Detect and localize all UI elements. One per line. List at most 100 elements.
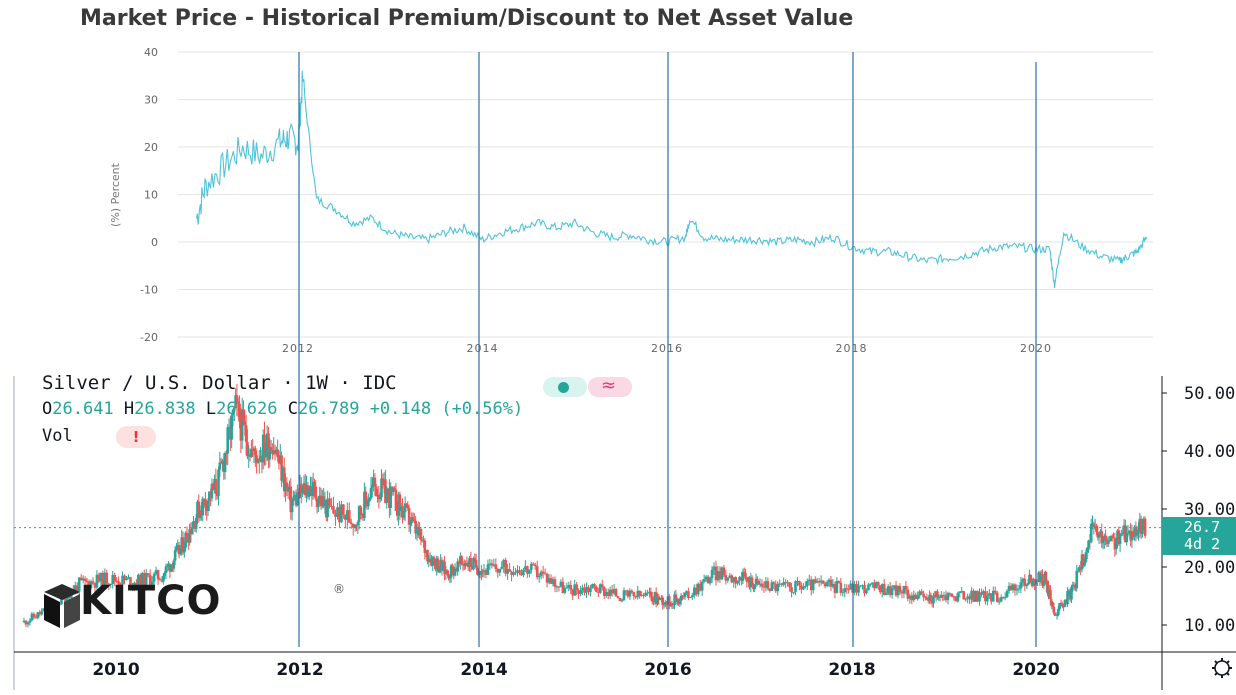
candle-body xyxy=(1067,590,1071,592)
candle-body xyxy=(567,585,571,588)
candle-body xyxy=(256,458,260,464)
candle-body xyxy=(298,484,302,498)
candle-body xyxy=(473,558,477,560)
candle-body xyxy=(1137,529,1140,533)
candle-body xyxy=(189,529,193,535)
candle-body xyxy=(219,462,223,464)
candle-body xyxy=(1015,589,1019,591)
candle-body xyxy=(324,499,328,518)
candle-body xyxy=(658,598,662,601)
premium-y-axis-label: (%) Percent xyxy=(109,162,122,227)
candle-body xyxy=(599,584,602,593)
candle-body xyxy=(418,529,421,536)
candle-body xyxy=(768,588,772,591)
candle-body xyxy=(204,498,207,507)
candle-body xyxy=(232,408,236,410)
volume-label[interactable]: Vol xyxy=(42,426,73,446)
candle-body xyxy=(984,591,987,602)
candle-body xyxy=(280,455,283,481)
candle-body xyxy=(1072,584,1076,587)
candle-body xyxy=(1114,543,1118,550)
candle-body xyxy=(1080,554,1084,570)
candle-body xyxy=(211,483,215,490)
gear-tooth xyxy=(1226,660,1230,664)
candle-body xyxy=(937,596,941,598)
candle-body xyxy=(749,577,753,588)
candle-body xyxy=(776,583,780,592)
candle-body xyxy=(105,572,109,584)
candle-body xyxy=(183,547,186,553)
candle-body xyxy=(724,575,728,581)
candle-body xyxy=(158,579,162,581)
candle-body xyxy=(1125,533,1128,543)
candle-body xyxy=(1026,583,1030,585)
candle-body xyxy=(1005,590,1009,598)
candle-body xyxy=(83,578,87,582)
candle-body xyxy=(85,581,89,583)
candle-body xyxy=(726,577,730,581)
candle-body xyxy=(91,581,95,584)
candle-body xyxy=(230,415,233,440)
candle-body xyxy=(1129,530,1132,541)
candle-body xyxy=(745,578,749,582)
candle-body xyxy=(504,559,507,574)
candle-body xyxy=(988,593,991,596)
candle-body xyxy=(790,587,793,593)
candle-body xyxy=(1097,533,1101,538)
candle-body xyxy=(1066,590,1069,605)
symbol-title[interactable]: Silver / U.S. Dollar · 1W · IDC xyxy=(42,372,397,394)
candle-body xyxy=(506,569,509,574)
candle-body xyxy=(109,583,113,585)
candle-body xyxy=(236,402,240,404)
candle-body xyxy=(227,427,231,429)
candle-body xyxy=(428,558,432,562)
candle-body xyxy=(853,583,856,593)
candle-body xyxy=(66,596,69,602)
candle-body xyxy=(678,600,682,604)
candle-body xyxy=(392,488,395,492)
candle-body xyxy=(424,549,428,553)
candle-body xyxy=(569,585,573,590)
candle-body xyxy=(736,580,739,584)
candle-body xyxy=(196,501,199,519)
candle-body xyxy=(908,595,912,599)
candle-body xyxy=(1030,582,1034,587)
candle-body xyxy=(1103,535,1106,541)
candle-body xyxy=(671,603,675,605)
candle-body xyxy=(946,593,950,601)
candle-body xyxy=(453,568,457,576)
candle-body xyxy=(461,564,465,566)
registered-mark: ® xyxy=(333,582,345,596)
candle-body xyxy=(1138,518,1142,530)
premium-x-tick-label: 2012 xyxy=(282,342,314,355)
candle-body xyxy=(398,494,402,512)
candle-body xyxy=(804,585,807,587)
candle-body xyxy=(685,591,688,593)
candle-body xyxy=(526,566,529,574)
warning-icon[interactable]: ! xyxy=(116,426,156,448)
candle-body xyxy=(1058,602,1061,609)
market-status-pill[interactable] xyxy=(543,377,587,397)
candle-body xyxy=(150,581,154,585)
delay-pill[interactable]: ≈ xyxy=(588,375,632,397)
candle-body xyxy=(522,569,525,576)
candle-body xyxy=(906,589,910,599)
candle-body xyxy=(469,558,473,567)
candle-body xyxy=(1084,552,1088,562)
candle-body xyxy=(222,460,226,473)
candle-body xyxy=(334,513,337,517)
candle-body xyxy=(413,519,416,521)
candle-body xyxy=(1009,585,1013,590)
candle-body xyxy=(1078,566,1081,571)
candle-body xyxy=(165,565,169,567)
candle-body xyxy=(221,460,224,464)
candle-body xyxy=(465,563,469,567)
candle-body xyxy=(36,612,40,619)
candle-body xyxy=(591,584,594,589)
candle-body xyxy=(549,578,553,584)
premium-y-tick-label: 10 xyxy=(144,189,158,202)
candle-body xyxy=(259,455,262,461)
candle-body xyxy=(636,590,640,598)
candle-body xyxy=(575,584,578,591)
candle-body xyxy=(662,604,666,606)
